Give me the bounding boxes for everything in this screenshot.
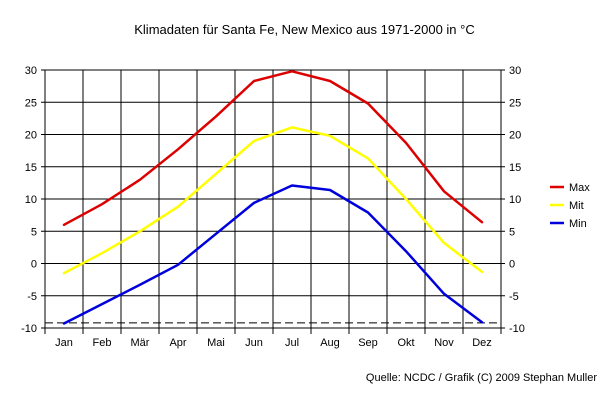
legend: Max Mit Min <box>550 182 590 230</box>
x-tick-label: Aug <box>320 337 340 349</box>
y-tick-label-left: 30 <box>25 65 37 77</box>
series-line-max <box>62 70 484 227</box>
x-tick-label: Dez <box>472 337 492 349</box>
series-layer <box>62 70 484 325</box>
x-tick-label: Mai <box>207 337 225 349</box>
axis-layer: -10 -10 -5 -5 0 0 5 5 10 10 15 15 20 20 25 25 30 30 Jan Feb… <box>21 65 525 349</box>
y-tick-label-left: -10 <box>21 323 37 335</box>
y-tick-label-left: 5 <box>31 226 37 238</box>
source-note: Quelle: NCDC / Grafik (C) 2009 Stephan M… <box>365 372 597 384</box>
series-line-mit <box>62 126 484 275</box>
legend-label-min: Min <box>569 218 587 230</box>
y-tick-label-left: 25 <box>25 97 37 109</box>
legend-label-mit: Mit <box>569 200 584 212</box>
x-tick-label: Jun <box>245 337 263 349</box>
y-tick-label-right: 25 <box>509 97 521 109</box>
y-tick-label-right: 20 <box>509 130 521 142</box>
y-tick-label-right: 5 <box>509 226 515 238</box>
x-tick-label: Okt <box>397 337 414 349</box>
legend-label-max: Max <box>569 182 590 194</box>
y-tick-label-right: -5 <box>509 291 519 303</box>
x-tick-label: Jan <box>55 337 73 349</box>
y-tick-label-left: -5 <box>27 291 37 303</box>
grid-layer <box>44 69 502 334</box>
x-tick-label: Jul <box>285 337 299 349</box>
x-tick-label: Nov <box>434 337 454 349</box>
y-tick-label-left: 0 <box>31 259 37 271</box>
x-tick-label: Apr <box>169 337 186 349</box>
y-tick-label-left: 10 <box>25 194 37 206</box>
y-tick-label-right: 0 <box>509 259 515 271</box>
x-tick-label: Feb <box>93 337 112 349</box>
y-tick-label-right: -10 <box>509 323 525 335</box>
y-tick-label-right: 15 <box>509 162 521 174</box>
series-line-min <box>62 184 484 325</box>
y-tick-label-left: 20 <box>25 130 37 142</box>
y-tick-label-left: 15 <box>25 162 37 174</box>
chart-title: Klimadaten für Santa Fe, New Mexico aus … <box>134 22 475 37</box>
x-tick-label: Sep <box>358 337 378 349</box>
y-tick-label-right: 30 <box>509 65 521 77</box>
x-tick-label: Mär <box>131 337 150 349</box>
y-tick-label-right: 10 <box>509 194 521 206</box>
